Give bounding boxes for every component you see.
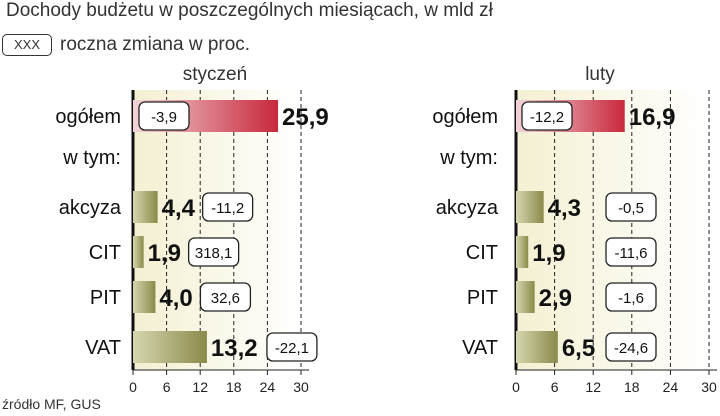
panel-background bbox=[133, 90, 301, 370]
change-box bbox=[187, 237, 240, 267]
x-tick-label: 6 bbox=[551, 379, 559, 395]
category-bar bbox=[516, 281, 535, 313]
source-note: źródło MF, GUS bbox=[2, 396, 101, 412]
change-box bbox=[605, 282, 657, 312]
x-tick-label: 24 bbox=[663, 379, 679, 395]
category-bar bbox=[133, 281, 156, 313]
category-bar bbox=[516, 236, 529, 268]
category-label: PIT bbox=[90, 287, 121, 309]
value-label: 4,3 bbox=[548, 195, 581, 222]
category-bar bbox=[516, 191, 544, 223]
change-label: -12,2 bbox=[530, 109, 564, 126]
change-box bbox=[605, 192, 657, 222]
change-box bbox=[521, 101, 573, 131]
value-label: 16,9 bbox=[629, 104, 676, 131]
change-label: -24,6 bbox=[614, 340, 648, 357]
change-label: -0,5 bbox=[618, 200, 644, 217]
category-label: ogółem bbox=[55, 106, 121, 128]
value-label: 25,9 bbox=[282, 104, 329, 131]
category-bar bbox=[516, 331, 558, 363]
change-box bbox=[605, 237, 657, 267]
category-label: w tym: bbox=[62, 147, 121, 169]
change-label: 32,6 bbox=[211, 290, 240, 307]
x-tick-label: 18 bbox=[624, 379, 640, 395]
value-label: 13,2 bbox=[211, 335, 258, 362]
change-label: -11,2 bbox=[211, 200, 244, 217]
value-label: 2,9 bbox=[539, 285, 572, 312]
category-label: PIT bbox=[467, 287, 498, 309]
category-label: w tym: bbox=[439, 147, 498, 169]
change-box bbox=[266, 332, 318, 362]
category-label: CIT bbox=[466, 242, 498, 264]
category-bar bbox=[133, 236, 144, 268]
legend: XXX roczna zmiana w proc. bbox=[2, 34, 250, 56]
value-label: 1,9 bbox=[148, 240, 181, 267]
category-label: VAT bbox=[85, 337, 121, 359]
x-tick-label: 18 bbox=[226, 379, 242, 395]
x-tick-label: 0 bbox=[512, 379, 520, 395]
value-label: 4,4 bbox=[162, 195, 196, 222]
x-tick-label: 0 bbox=[129, 379, 137, 395]
change-box bbox=[138, 101, 190, 131]
x-tick-label: 6 bbox=[163, 379, 171, 395]
category-bar bbox=[133, 331, 207, 363]
change-label: -3,9 bbox=[151, 109, 177, 126]
legend-text: roczna zmiana w proc. bbox=[60, 34, 251, 55]
x-tick-label: 12 bbox=[585, 379, 601, 395]
chart-title: Dochody budżetu w poszczególnych miesiąc… bbox=[6, 0, 493, 21]
change-box bbox=[201, 192, 254, 222]
x-tick-label: 12 bbox=[192, 379, 208, 395]
panel-title: luty bbox=[585, 64, 615, 85]
legend-box: XXX bbox=[2, 34, 52, 56]
value-label: 6,5 bbox=[562, 335, 595, 362]
panel-title: styczeń bbox=[183, 64, 247, 85]
change-box bbox=[199, 282, 252, 312]
category-bar bbox=[133, 191, 158, 223]
value-label: 4,0 bbox=[159, 285, 192, 312]
category-label: VAT bbox=[462, 337, 498, 359]
x-tick-label: 30 bbox=[701, 379, 717, 395]
change-box bbox=[605, 332, 657, 362]
category-label: CIT bbox=[89, 242, 121, 264]
change-label: 318,1 bbox=[195, 245, 233, 262]
change-label: -22,1 bbox=[275, 340, 309, 357]
x-tick-label: 30 bbox=[293, 379, 309, 395]
panel-background bbox=[516, 90, 709, 370]
category-label: akcyza bbox=[436, 197, 499, 219]
x-tick-label: 24 bbox=[260, 379, 276, 395]
category-label: ogółem bbox=[432, 106, 498, 128]
change-label: -11,6 bbox=[614, 245, 647, 262]
change-label: -1,6 bbox=[618, 290, 644, 307]
category-label: akcyza bbox=[59, 197, 122, 219]
value-label: 1,9 bbox=[532, 240, 565, 267]
